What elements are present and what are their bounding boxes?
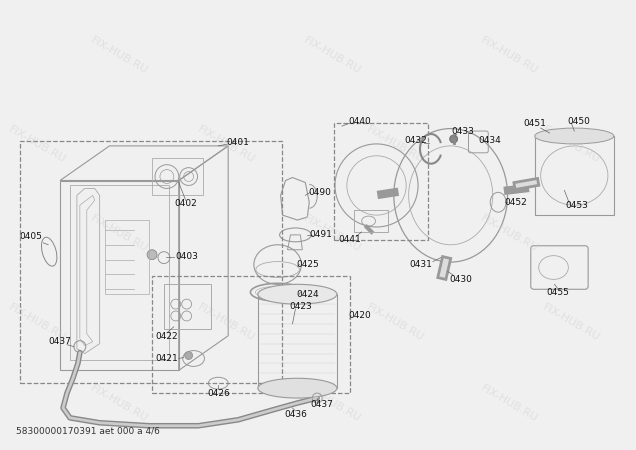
Text: 0401: 0401 — [226, 139, 249, 148]
Text: FIX-HUB.RU: FIX-HUB.RU — [365, 302, 426, 343]
Bar — [152, 158, 204, 195]
Text: 0423: 0423 — [289, 302, 312, 310]
Text: FIX-HUB.RU: FIX-HUB.RU — [478, 36, 539, 76]
Text: 0450: 0450 — [568, 117, 591, 126]
Circle shape — [450, 135, 458, 143]
Circle shape — [147, 250, 157, 260]
Text: 0490: 0490 — [308, 188, 331, 197]
Text: 0432: 0432 — [404, 136, 427, 145]
Bar — [152, 276, 350, 393]
Circle shape — [184, 351, 193, 360]
Text: 0436: 0436 — [284, 410, 307, 419]
Bar — [20, 141, 282, 383]
Text: 0420: 0420 — [349, 311, 371, 320]
Text: 0437: 0437 — [311, 400, 333, 410]
Text: 0405: 0405 — [19, 232, 42, 241]
Text: 0433: 0433 — [451, 126, 474, 135]
Ellipse shape — [535, 128, 614, 144]
Bar — [164, 284, 211, 329]
Bar — [535, 136, 614, 215]
Bar — [258, 294, 337, 388]
Text: FIX-HUB.RU: FIX-HUB.RU — [541, 302, 602, 343]
Text: FIX-HUB.RU: FIX-HUB.RU — [541, 125, 602, 165]
Text: FIX-HUB.RU: FIX-HUB.RU — [365, 125, 426, 165]
Text: 0424: 0424 — [296, 290, 319, 299]
Text: FIX-HUB.RU: FIX-HUB.RU — [88, 382, 149, 423]
Text: FIX-HUB.RU: FIX-HUB.RU — [7, 302, 67, 343]
Text: FIX-HUB.RU: FIX-HUB.RU — [88, 36, 149, 76]
Text: 0441: 0441 — [338, 235, 361, 244]
Bar — [334, 123, 428, 240]
Ellipse shape — [258, 378, 337, 398]
Text: 58300000170391 aet 000 a 4/6: 58300000170391 aet 000 a 4/6 — [15, 427, 160, 436]
Text: FIX-HUB.RU: FIX-HUB.RU — [302, 36, 363, 76]
Ellipse shape — [258, 284, 337, 304]
Text: 0491: 0491 — [310, 230, 333, 239]
Bar — [354, 210, 389, 232]
Text: 0452: 0452 — [504, 198, 527, 207]
Text: FIX-HUB.RU: FIX-HUB.RU — [302, 382, 363, 423]
Text: 0421: 0421 — [155, 354, 178, 363]
Text: 0437: 0437 — [48, 337, 71, 346]
Text: 0402: 0402 — [174, 199, 197, 208]
Text: 0451: 0451 — [523, 119, 546, 128]
Text: FIX-HUB.RU: FIX-HUB.RU — [195, 302, 256, 343]
Text: 0426: 0426 — [207, 389, 230, 398]
Text: FIX-HUB.RU: FIX-HUB.RU — [302, 213, 363, 254]
Text: 0422: 0422 — [156, 332, 178, 341]
Text: FIX-HUB.RU: FIX-HUB.RU — [478, 213, 539, 254]
Text: 0425: 0425 — [296, 260, 319, 269]
Text: FIX-HUB.RU: FIX-HUB.RU — [195, 125, 256, 165]
Text: 0434: 0434 — [479, 136, 502, 145]
Text: 0403: 0403 — [175, 252, 198, 261]
Text: 0440: 0440 — [349, 117, 371, 126]
Bar — [104, 220, 149, 294]
Text: 0455: 0455 — [546, 288, 569, 297]
Text: 0453: 0453 — [566, 201, 589, 210]
Text: 0431: 0431 — [410, 260, 432, 269]
Text: FIX-HUB.RU: FIX-HUB.RU — [7, 125, 67, 165]
Text: 0430: 0430 — [449, 275, 472, 284]
Text: FIX-HUB.RU: FIX-HUB.RU — [478, 382, 539, 423]
Text: FIX-HUB.RU: FIX-HUB.RU — [88, 213, 149, 254]
